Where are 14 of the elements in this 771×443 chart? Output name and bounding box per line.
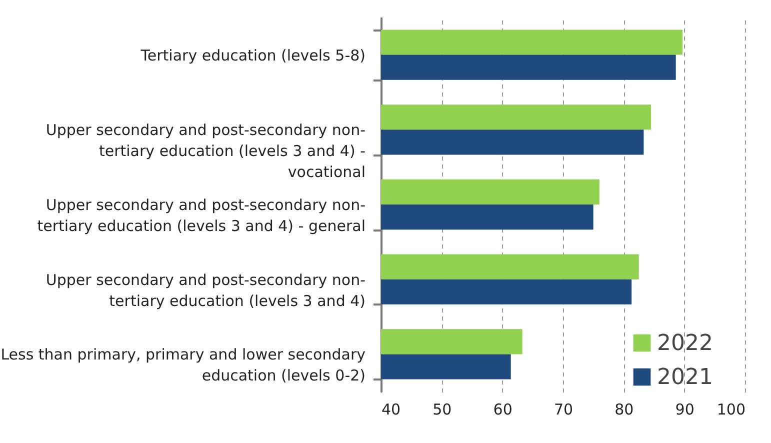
x-tick-label: 60: [493, 400, 512, 418]
x-tick-label: 70: [554, 400, 574, 418]
y-tick-label: Tertiary education (levels 5-8): [140, 46, 366, 64]
legend-label: 2022: [657, 331, 713, 356]
x-tick-label: 40: [382, 400, 401, 418]
x-tick-label: 80: [614, 400, 634, 418]
y-tick-label: Upper secondary and post-secondary non-tertiary education (levels 3 and 4) - vocational: [46, 121, 366, 182]
legend-label: 2021: [657, 365, 713, 390]
y-tick-label: Upper secondary and post-secondary non-tertiary education (levels 3 and 4): [46, 270, 366, 310]
x-tick-label: 50: [432, 400, 452, 418]
x-tick-label: 100: [716, 400, 746, 418]
y-tick-label: Upper secondary and post-secondary non-tertiary education (levels 3 and 4) - general: [37, 196, 366, 235]
x-tick-label: 90: [675, 400, 694, 418]
y-tick-label: Less than primary, primary and lower secondary education (levels 0-2): [0, 346, 366, 385]
